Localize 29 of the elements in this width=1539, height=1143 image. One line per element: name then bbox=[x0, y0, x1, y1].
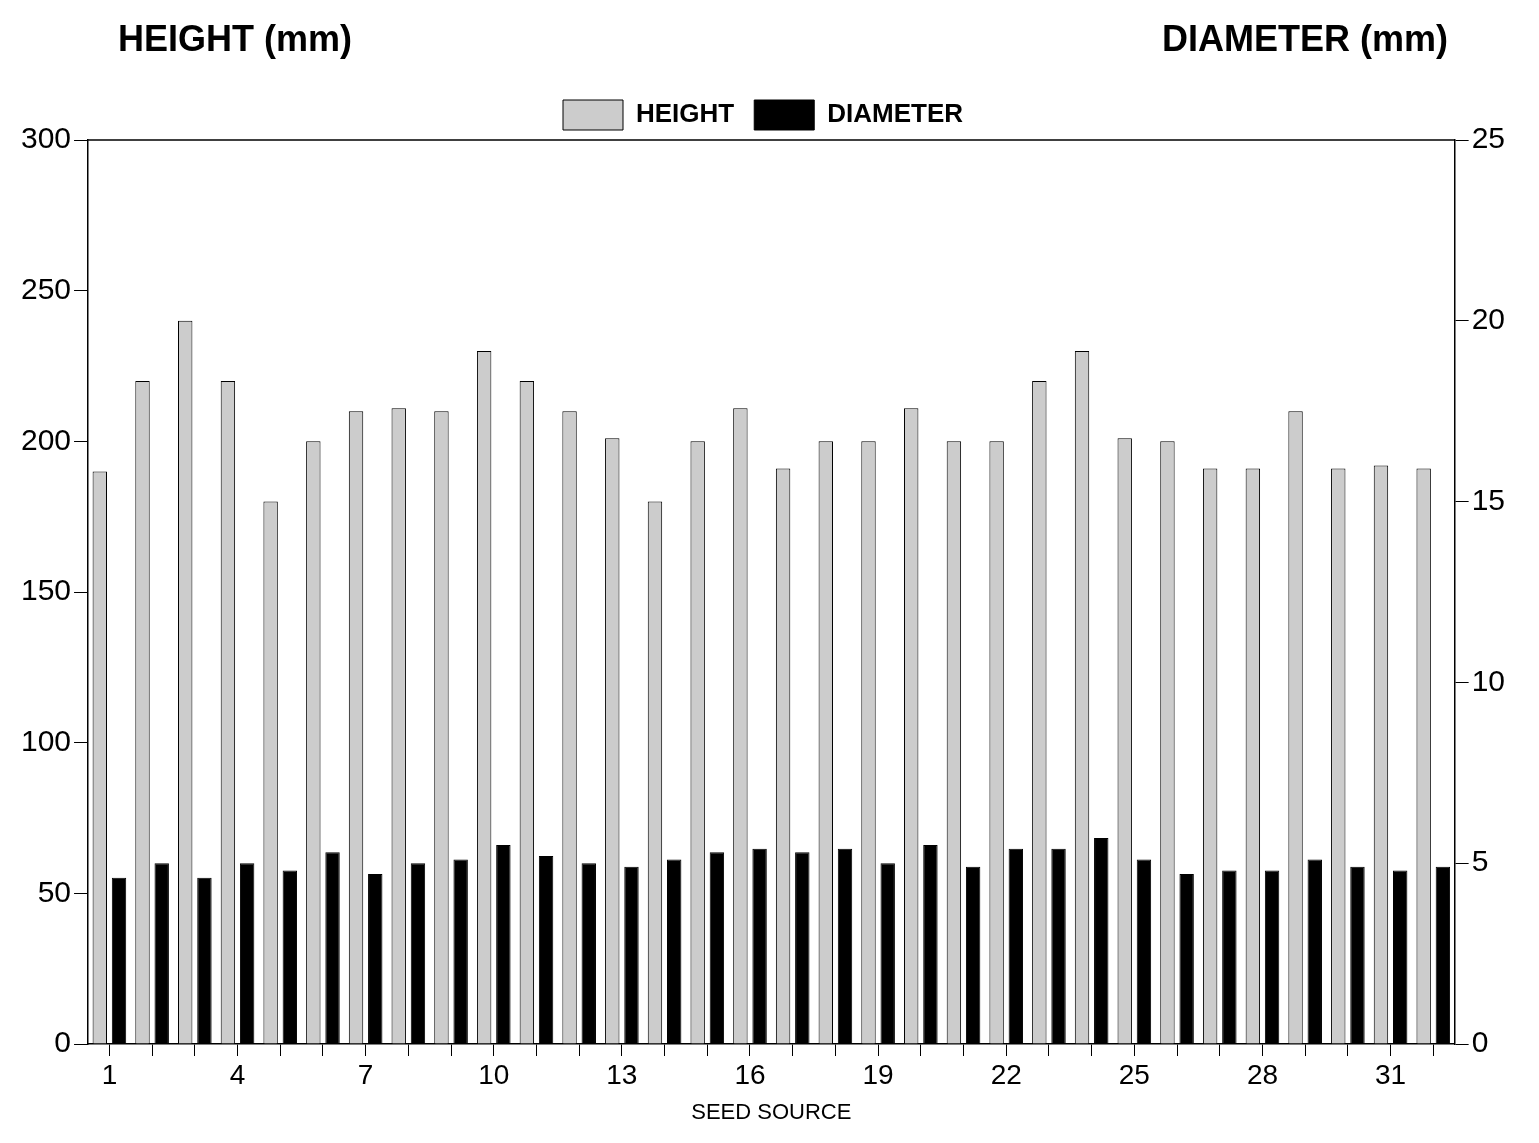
y-tick-label: 100 bbox=[20, 723, 72, 757]
y2-tick-label: 0 bbox=[1471, 1025, 1489, 1059]
x-tick-label: 7 bbox=[357, 1058, 374, 1090]
x-tick-label: 31 bbox=[1374, 1058, 1407, 1090]
y-tick-label: 200 bbox=[20, 422, 72, 456]
y2-tick-label: 25 bbox=[1471, 121, 1506, 155]
y-axis-title: HEIGHT (mm) bbox=[118, 18, 352, 60]
x-tick-label: 19 bbox=[862, 1058, 894, 1090]
y-tick-label: 250 bbox=[20, 271, 72, 305]
y-tick-label: 150 bbox=[20, 573, 72, 607]
x-tick-label: 1 bbox=[101, 1058, 118, 1090]
y-tick-label: 50 bbox=[37, 874, 72, 908]
y2-tick-label: 20 bbox=[1471, 302, 1506, 336]
y-tick-label: 300 bbox=[20, 121, 72, 155]
y2-tick-label: 15 bbox=[1471, 482, 1506, 516]
x-tick-label: 13 bbox=[606, 1058, 638, 1090]
x-tick-label: 22 bbox=[990, 1058, 1022, 1090]
x-tick-label: 16 bbox=[734, 1058, 766, 1090]
y2-tick-label: 5 bbox=[1471, 844, 1489, 878]
y2-axis-title: DIAMETER (mm) bbox=[1162, 18, 1448, 60]
x-tick-label: 10 bbox=[478, 1058, 510, 1090]
legend-label: HEIGHT bbox=[636, 98, 735, 129]
y-tick-label: 0 bbox=[54, 1025, 72, 1059]
x-tick-label: 25 bbox=[1118, 1058, 1150, 1090]
y2-tick-label: 10 bbox=[1471, 663, 1506, 697]
x-tick-label: 28 bbox=[1246, 1058, 1279, 1090]
x-axis-title: SEED SOURCE bbox=[691, 1098, 852, 1124]
x-tick-label: 4 bbox=[229, 1058, 246, 1090]
legend-label: DIAMETER bbox=[827, 98, 964, 129]
